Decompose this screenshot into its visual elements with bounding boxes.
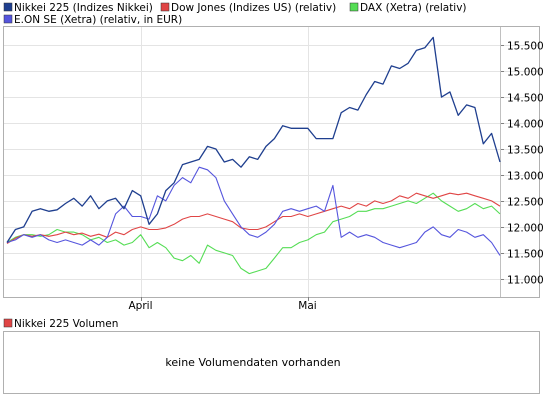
series-line-eon (6, 166, 501, 256)
legend-swatch-dowjones (160, 2, 170, 12)
x-tick-label: Mai (298, 300, 316, 312)
main-plot-frame (3, 26, 540, 298)
x-tick-label: April (129, 300, 153, 312)
legend-label-volume: Nikkei 225 Volumen (14, 318, 118, 330)
series-line-dax (6, 192, 501, 275)
y-tick-label: 11.000 (507, 275, 544, 287)
y-tick-label: 14.500 (507, 93, 544, 105)
series-line-nikkei (6, 36, 501, 243)
y-axis: 11.000 11.500 12.000 12.500 13.000 13.500 14.0… (507, 41, 544, 287)
y-tick-label: 13.500 (507, 145, 544, 157)
y-tick-label: 12.000 (507, 223, 544, 235)
y-tick-label: 13.000 (507, 171, 544, 183)
series-line-dow (6, 192, 501, 244)
legend-label-dax: DAX (Xetra) (relativ) (360, 2, 467, 14)
y-tick-label: 14.000 (507, 119, 544, 131)
y-tick-label: 12.500 (507, 197, 544, 209)
y-tick-label: 15.000 (507, 67, 544, 79)
series-lines (6, 36, 501, 275)
volume-legend: Nikkei 225 Volumen (3, 318, 118, 330)
legend-label-nikkei: Nikkei 225 (Indizes Nikkei) (14, 2, 153, 14)
legend-swatch-dax (349, 2, 359, 12)
legend-swatch-eon (3, 14, 13, 24)
x-axis: April Mai (129, 300, 317, 312)
y-tick-label: 15.500 (507, 41, 544, 53)
volume-empty-message: keine Volumendaten vorhanden (165, 356, 340, 369)
legend-label-dowjones: Dow Jones (Indizes US) (relativ) (171, 2, 336, 14)
volume-panel-frame (3, 331, 540, 394)
legend-swatch-nikkei (3, 2, 13, 12)
legend-swatch-volume (3, 318, 13, 328)
main-legend: Nikkei 225 (Indizes Nikkei) Dow Jones (I… (3, 2, 467, 26)
legend-label-eon: E.ON SE (Xetra) (relativ, in EUR) (14, 14, 182, 26)
y-tick-label: 11.500 (507, 249, 544, 261)
